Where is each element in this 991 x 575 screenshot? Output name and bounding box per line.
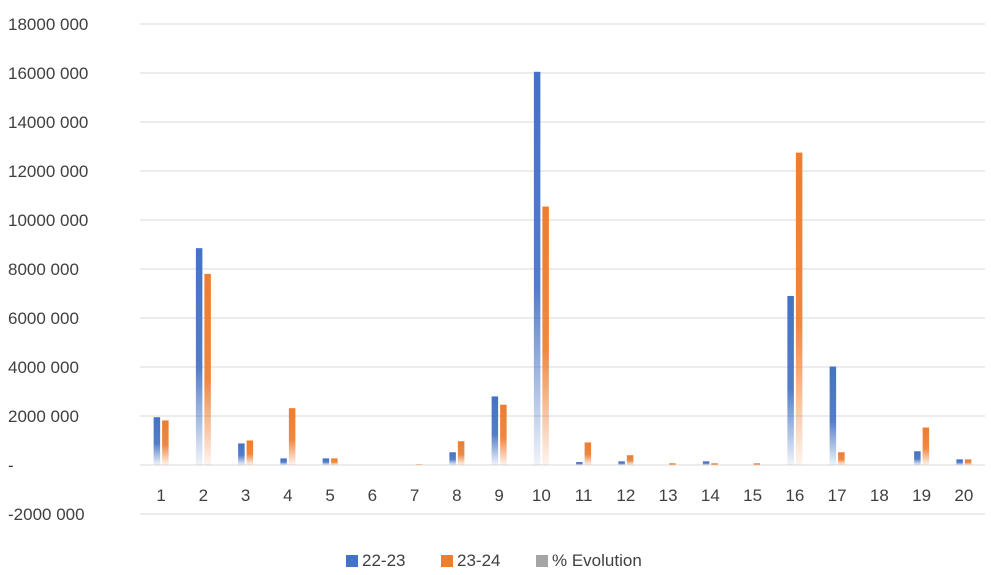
bar-22-23-10 xyxy=(533,71,541,466)
legend-label: 22-23 xyxy=(362,551,405,570)
legend-swatch xyxy=(441,555,453,567)
y-tick-label: 12000 000 xyxy=(8,162,88,181)
bar-23-24-12 xyxy=(626,455,634,465)
legend-swatch xyxy=(536,555,548,567)
bar-23-24-14 xyxy=(711,463,718,465)
x-tick-label: 10 xyxy=(532,486,551,505)
legend: 22-23 23-24 % Evolution xyxy=(346,551,642,570)
bar-22-23-14 xyxy=(702,461,710,465)
x-tick-label: 18 xyxy=(870,486,889,505)
bar-22-23-8 xyxy=(449,452,456,465)
y-tick-label: -2000 000 xyxy=(8,505,85,524)
bar-22-23-20 xyxy=(956,459,963,465)
x-tick-label: 8 xyxy=(452,486,461,505)
bar-23-24-10 xyxy=(542,206,549,465)
y-tick-label: 6000 000 xyxy=(8,309,79,328)
legend-label: 23-24 xyxy=(457,551,500,570)
y-tick-label: 14000 000 xyxy=(8,113,88,132)
bar-23-24-19 xyxy=(922,427,930,465)
x-tick-label: 13 xyxy=(659,486,678,505)
y-tick-label: 8000 000 xyxy=(8,260,79,279)
legend-label: % Evolution xyxy=(552,551,642,570)
legend-swatch xyxy=(346,555,358,567)
bar-22-23-16 xyxy=(787,295,794,465)
x-tick-label: 5 xyxy=(325,486,334,505)
bar-22-23-11 xyxy=(576,462,583,465)
bar-23-24-4 xyxy=(288,408,296,465)
bar-23-24-11 xyxy=(584,442,592,465)
bar-23-24-8 xyxy=(457,441,465,465)
x-tick-label: 9 xyxy=(494,486,503,505)
bar-23-24-17 xyxy=(838,452,845,465)
bar-23-24-16 xyxy=(795,152,803,465)
x-tick-label: 7 xyxy=(410,486,419,505)
y-axis-tick-labels: 18000 000 16000 000 14000 000 12000 000 1000… xyxy=(8,15,88,524)
bar-23-24-13 xyxy=(669,463,676,465)
bars xyxy=(153,71,972,466)
bar-22-23-12 xyxy=(618,461,625,465)
bar-22-23-4 xyxy=(280,458,287,465)
bar-22-23-2 xyxy=(195,248,203,465)
y-tick-label: - xyxy=(8,456,14,475)
y-tick-label: 2000 000 xyxy=(8,407,79,426)
x-tick-label: 3 xyxy=(241,486,250,505)
x-tick-label: 16 xyxy=(785,486,804,505)
bar-22-23-17 xyxy=(829,366,837,465)
bar-22-23-3 xyxy=(238,443,245,465)
bar-23-24-15 xyxy=(753,463,761,465)
y-tick-label: 4000 000 xyxy=(8,358,79,377)
x-tick-label: 19 xyxy=(912,486,931,505)
y-tick-label: 16000 000 xyxy=(8,64,88,83)
y-tick-label: 10000 000 xyxy=(8,211,88,230)
bar-23-24-5 xyxy=(331,458,338,465)
x-tick-label: 12 xyxy=(616,486,635,505)
gridlines xyxy=(140,23,985,515)
bar-23-24-2 xyxy=(204,273,211,465)
x-tick-label: 20 xyxy=(954,486,973,505)
bar-22-23-9 xyxy=(491,396,499,465)
x-tick-label: 17 xyxy=(828,486,847,505)
bar-23-24-9 xyxy=(500,404,507,465)
bar-23-24-1 xyxy=(162,420,169,465)
x-tick-label: 15 xyxy=(743,486,762,505)
bar-22-23-19 xyxy=(914,451,921,465)
x-tick-label: 1 xyxy=(156,486,165,505)
x-tick-label: 6 xyxy=(368,486,377,505)
bar-23-24-7 xyxy=(415,464,423,466)
x-tick-label: 4 xyxy=(283,486,292,505)
x-tick-label: 11 xyxy=(575,486,593,505)
x-axis-tick-labels: 1 2 3 4 5 6 7 8 9 10 11 12 13 14 15 16 17 18 19 20 xyxy=(156,486,973,505)
bar-22-23-5 xyxy=(322,458,330,465)
x-tick-label: 2 xyxy=(199,486,208,505)
bar-23-24-3 xyxy=(246,440,254,465)
bar-23-24-20 xyxy=(964,459,972,465)
y-tick-label: 18000 000 xyxy=(8,15,88,34)
bar-22-23-1 xyxy=(153,417,161,465)
x-tick-label: 14 xyxy=(701,486,720,505)
